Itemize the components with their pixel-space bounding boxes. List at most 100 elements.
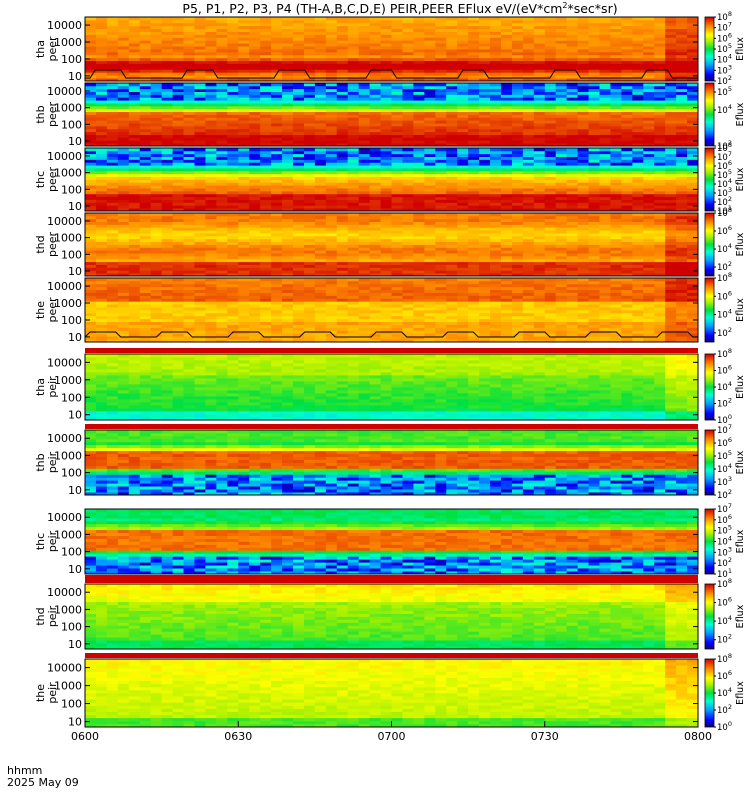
heatmap-cell [511, 91, 524, 95]
heatmap-cell [500, 103, 513, 107]
heatmap-cell [194, 100, 206, 104]
heatmap-cell [402, 182, 414, 186]
heatmap-cell [205, 108, 217, 113]
heatmap-cell [621, 170, 633, 175]
heatmap-cell [610, 57, 622, 62]
heatmap-cell [665, 227, 677, 231]
heatmap-cell [95, 34, 108, 38]
heatmap-cell [457, 173, 469, 178]
heatmap-cell [369, 108, 381, 113]
heatmap-cell [128, 190, 141, 195]
heatmap-cell [446, 123, 458, 127]
heatmap-cell [106, 60, 119, 64]
heatmap-cell [500, 261, 513, 265]
heatmap-cell [358, 60, 371, 64]
heatmap-cell [249, 17, 261, 21]
heatmap-cell [260, 31, 272, 35]
heatmap-cell [303, 193, 316, 198]
y-tick-label: 10 [68, 70, 82, 83]
heatmap-cell [457, 100, 469, 104]
heatmap-cell [85, 241, 97, 245]
heatmap-cell [150, 179, 163, 183]
heatmap-cell [588, 208, 600, 212]
heatmap-cell [621, 205, 633, 209]
heatmap-cell [380, 72, 392, 76]
heatmap-cell [676, 91, 688, 95]
heatmap-cell [566, 51, 578, 56]
heatmap-cell [227, 60, 239, 64]
heatmap-cell [413, 238, 425, 243]
heatmap-cell [621, 111, 633, 115]
heatmap-cell [654, 253, 666, 257]
heatmap-cell [314, 31, 327, 35]
heatmap-cell [632, 85, 644, 90]
heatmap-cell [533, 238, 546, 243]
heatmap-cell [369, 261, 381, 265]
heatmap-cell [227, 131, 239, 135]
heatmap-cell [172, 111, 184, 115]
heatmap-cell [654, 208, 666, 212]
heatmap-cell [490, 233, 502, 237]
heatmap-cell [687, 202, 699, 206]
heatmap-cell [479, 190, 491, 195]
heatmap-cell [271, 267, 283, 271]
heatmap-cell [380, 134, 392, 138]
heatmap-cell [555, 131, 568, 135]
heatmap-cell [128, 31, 141, 35]
heatmap-cell [555, 196, 568, 200]
heatmap-cell [282, 28, 294, 32]
heatmap-cell [511, 250, 524, 254]
heatmap-cell [380, 103, 392, 107]
heatmap-cell [402, 17, 414, 21]
heatmap-cell [435, 34, 447, 38]
heatmap-cell [347, 140, 360, 144]
heatmap-cell [227, 85, 239, 90]
heatmap-cell [479, 162, 491, 166]
heatmap-cell [380, 17, 392, 21]
heatmap-cell [303, 230, 316, 234]
heatmap-cell [424, 261, 436, 265]
heatmap-cell [402, 199, 414, 203]
heatmap-cell [380, 241, 392, 245]
heatmap-cell [687, 215, 699, 220]
heatmap-cell [511, 75, 524, 79]
heatmap-cell [249, 88, 261, 92]
heatmap-cell [632, 66, 644, 70]
heatmap-cell [577, 85, 589, 90]
heatmap-cell [643, 238, 655, 243]
heatmap-cell [205, 193, 217, 198]
heatmap-cell [457, 49, 469, 53]
heatmap-cell [216, 168, 228, 172]
heatmap-cell [654, 103, 666, 107]
heatmap-cell [500, 165, 513, 169]
heatmap-cell [314, 22, 327, 27]
heatmap-cell [172, 227, 184, 231]
heatmap-cell [194, 143, 206, 147]
heatmap-cell [479, 238, 491, 243]
heatmap-cell [555, 199, 568, 203]
heatmap-cell [632, 28, 644, 32]
heatmap-cell [238, 215, 250, 220]
heatmap-cell [282, 128, 294, 133]
heatmap-cell [205, 140, 217, 144]
heatmap-cell [85, 190, 97, 195]
heatmap-cell [325, 215, 338, 220]
heatmap-cell [183, 49, 195, 53]
heatmap-cell [139, 247, 152, 251]
heatmap-cell [468, 218, 480, 222]
heatmap-cell [511, 51, 524, 56]
heatmap-cell [106, 111, 119, 115]
heatmap-cell [413, 103, 425, 107]
heatmap-cell [161, 255, 173, 260]
heatmap-cell [544, 267, 557, 271]
heatmap-cell [522, 25, 535, 30]
heatmap-cell [150, 103, 163, 107]
heatmap-cell [172, 168, 184, 172]
heatmap-cell [336, 196, 349, 200]
heatmap-cell [227, 227, 239, 231]
heatmap-cell [95, 51, 108, 56]
heatmap-cell [183, 19, 195, 24]
heatmap-cell [336, 227, 349, 231]
heatmap-cell [621, 60, 633, 64]
